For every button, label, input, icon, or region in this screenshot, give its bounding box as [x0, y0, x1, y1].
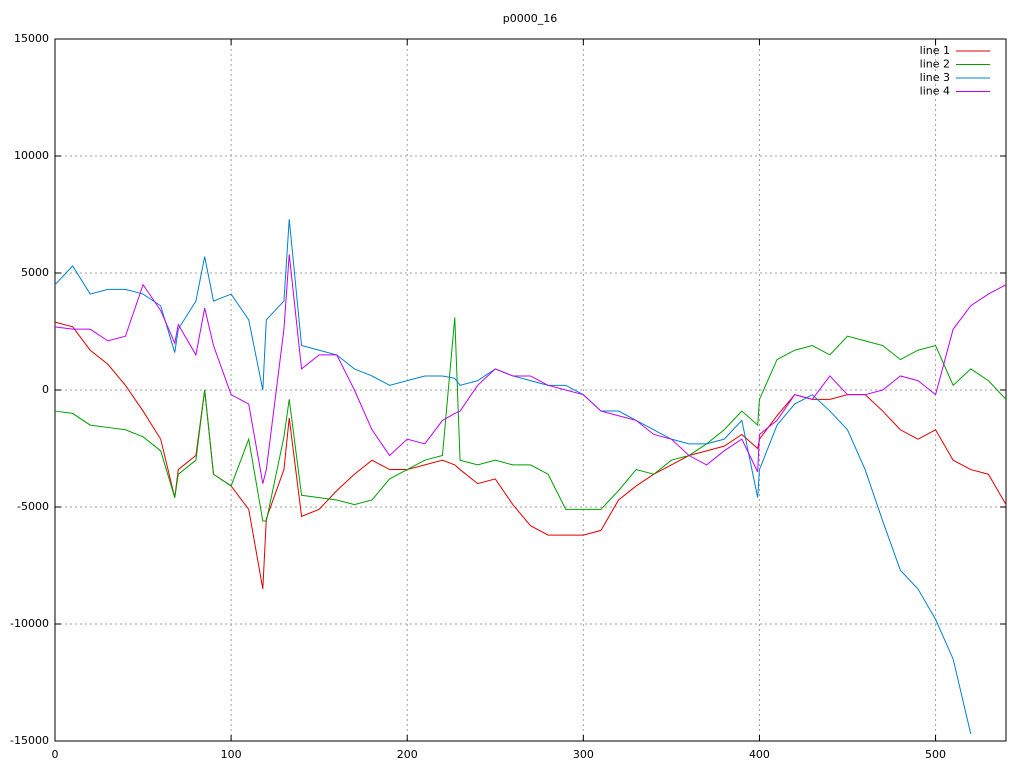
x-tick-label: 200: [397, 748, 418, 761]
legend-label: line 3: [920, 71, 950, 84]
series-line: [54, 321, 1007, 589]
y-tick-label: 10000: [14, 149, 49, 162]
y-tick-label: 0: [42, 383, 49, 396]
y-tick-label: -5000: [17, 500, 49, 513]
chart-title: p0000_16: [503, 12, 557, 25]
y-tick-label: -10000: [10, 617, 49, 630]
legend-label: line 4: [920, 85, 950, 98]
x-tick-label: 0: [52, 748, 59, 761]
plot-border: [54, 38, 1007, 742]
series-line: [54, 317, 1007, 522]
series-line: [54, 219, 972, 735]
x-tick-label: 500: [925, 748, 946, 761]
x-tick-label: 400: [749, 748, 770, 761]
series-line: [54, 254, 1007, 484]
x-tick-label: 100: [221, 748, 242, 761]
x-tick-label: 300: [573, 748, 594, 761]
legend-label: line 2: [920, 58, 950, 71]
legend-label: line 1: [920, 44, 950, 57]
y-tick-label: -15000: [10, 734, 49, 747]
y-tick-label: 15000: [14, 32, 49, 45]
y-tick-label: 5000: [21, 266, 49, 279]
